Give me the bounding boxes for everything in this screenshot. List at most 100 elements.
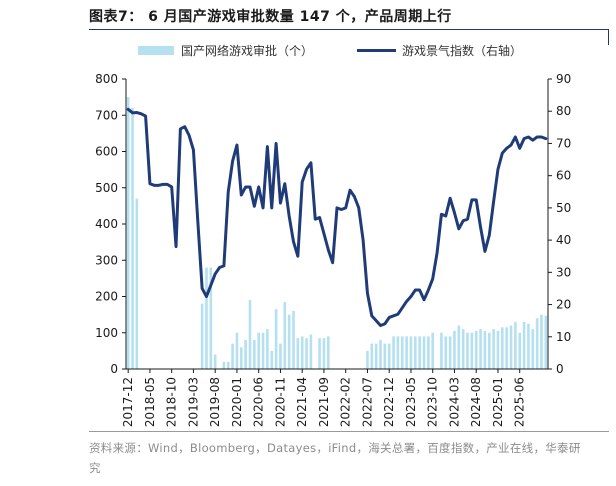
x-tick-label: 2020-01 — [230, 377, 244, 427]
bar — [492, 329, 495, 370]
bar — [305, 338, 308, 369]
bar — [248, 300, 252, 370]
x-tick-label: 2024-08 — [469, 377, 483, 427]
bar — [405, 336, 408, 370]
bar — [379, 340, 382, 369]
right-tick-label: 80 — [556, 104, 571, 118]
legend: 国产网络游戏审批（个） 游戏景气指数（右轴） — [138, 43, 522, 58]
legend-bar-swatch — [138, 46, 174, 55]
bar — [226, 361, 230, 369]
x-tick-label: 2019-08 — [208, 377, 222, 427]
line-series — [126, 107, 548, 327]
bar-series — [126, 97, 548, 370]
bar — [309, 334, 313, 369]
bar — [457, 325, 461, 369]
x-tick-label: 2025-06 — [513, 377, 527, 427]
bar — [518, 332, 522, 369]
bar — [135, 198, 139, 370]
right-tick-label: 90 — [556, 72, 571, 86]
bar — [261, 332, 265, 369]
bar — [253, 340, 256, 369]
x-tick-label: 2025-01 — [491, 377, 505, 427]
bar — [544, 315, 548, 369]
bar — [427, 336, 430, 370]
bar — [409, 336, 413, 370]
bar — [326, 336, 330, 370]
bar — [270, 350, 274, 370]
left-tick-label: 0 — [110, 362, 118, 376]
bar — [374, 343, 378, 370]
legend-bar-label: 国产网络游戏审批（个） — [181, 43, 313, 58]
x-tick-label: 2019-03 — [186, 377, 200, 427]
bar — [126, 97, 130, 370]
bar — [505, 327, 508, 369]
bar — [487, 332, 491, 369]
x-tick-label: 2021-09 — [317, 377, 331, 427]
right-tick-label: 60 — [556, 169, 571, 183]
bar — [400, 336, 404, 370]
right-tick-label: 0 — [556, 362, 564, 376]
bar — [283, 301, 287, 369]
header-rule-right — [608, 29, 609, 45]
chart-title: 图表7： 6 月国产游戏审批数量 147 个，产品周期上行 — [89, 9, 452, 25]
bar — [522, 321, 526, 370]
x-tick-label: 2020-11 — [273, 377, 287, 427]
bar — [444, 336, 448, 370]
bar — [287, 314, 291, 370]
bar — [131, 108, 134, 369]
bar — [466, 332, 469, 369]
right-tick-label: 10 — [556, 330, 571, 344]
bar — [496, 330, 500, 369]
bar — [383, 343, 387, 370]
axes: 0 100 200 300 400 500 600 700 800 0 10 20 30 40 50 60 70… — [95, 72, 571, 427]
bar — [231, 343, 234, 370]
index-line — [126, 107, 548, 327]
bar — [479, 329, 482, 370]
bar — [239, 347, 243, 369]
bar — [483, 330, 487, 369]
bar — [422, 336, 426, 370]
footer-rule — [89, 431, 609, 432]
bar — [292, 311, 295, 369]
bar — [392, 336, 395, 370]
source-note: 资料来源：Wind，Bloomberg，Datayes，iFind，海关总署，百… — [89, 441, 581, 475]
bar — [235, 332, 239, 369]
left-tick-label: 100 — [95, 326, 118, 340]
x-tick-label: 2023-05 — [404, 377, 418, 427]
bar — [440, 332, 443, 369]
bar — [431, 332, 435, 369]
bar — [387, 343, 391, 370]
x-tick-label: 2018-05 — [143, 377, 157, 427]
bar — [501, 327, 504, 369]
right-tick-label: 30 — [556, 265, 571, 279]
left-tick-label: 600 — [95, 145, 118, 159]
bar — [279, 343, 282, 370]
bar — [222, 361, 226, 369]
left-tick-label: 200 — [95, 290, 118, 304]
bar — [257, 332, 260, 369]
right-tick-label: 40 — [556, 233, 571, 247]
left-tick-label: 500 — [95, 181, 118, 195]
legend-line-label: 游戏景气指数（右轴） — [402, 43, 522, 58]
x-tick-label: 2018-10 — [165, 377, 179, 427]
left-tick-label: 800 — [95, 72, 118, 86]
x-tick-label: 2020-06 — [252, 377, 266, 427]
bar — [514, 321, 517, 370]
bar — [274, 309, 278, 369]
bar — [366, 350, 369, 370]
bar — [209, 267, 213, 369]
bar — [509, 325, 513, 369]
bar — [470, 332, 474, 369]
x-tick-label: 2024-03 — [447, 377, 461, 427]
bar — [414, 336, 417, 370]
bar — [527, 323, 530, 369]
bar — [535, 318, 539, 369]
bar — [266, 329, 269, 370]
bar — [453, 330, 456, 369]
bar — [448, 336, 452, 370]
right-tick-label: 70 — [556, 136, 571, 150]
bar — [213, 354, 217, 369]
bar — [318, 338, 321, 369]
x-tick-label: 2017-12 — [121, 377, 135, 427]
